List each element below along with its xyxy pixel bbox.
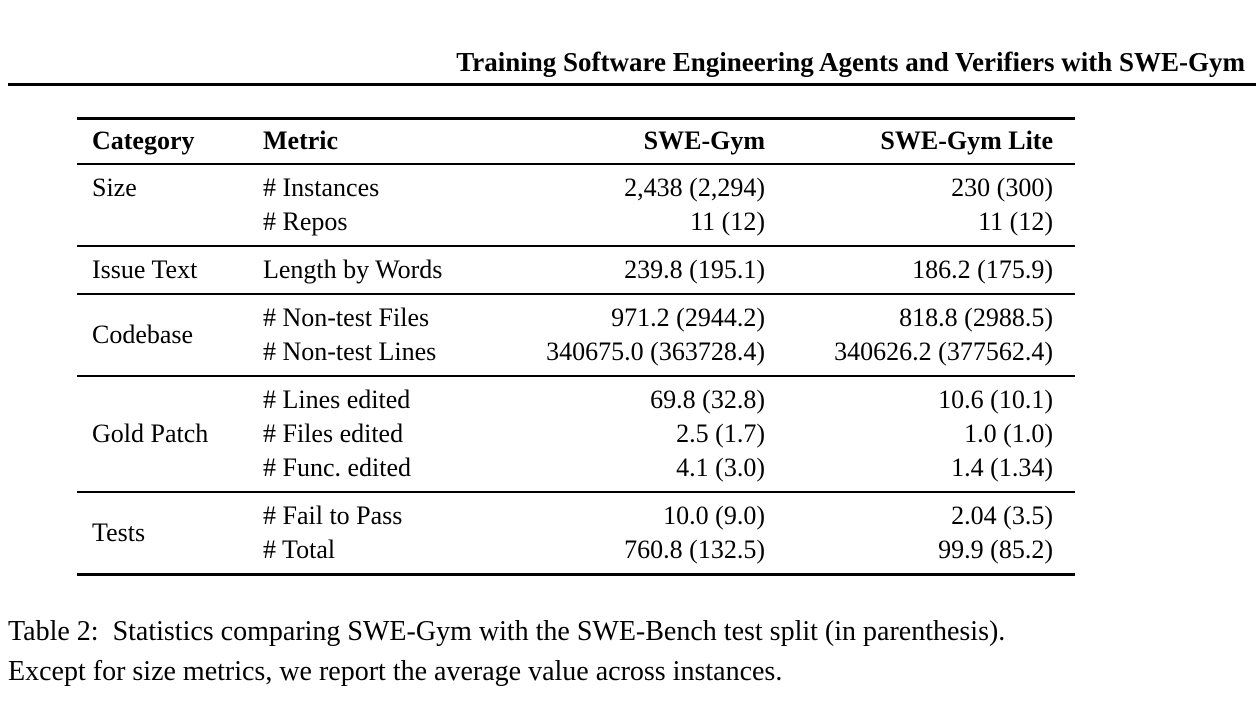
swe-gym-lite-value: 186.2 (175.9) [912,254,1053,284]
swe-gym-lite-value: 99.9 (85.2) [938,534,1053,564]
swe-gym-value: 760.8 (132.5) [624,534,765,564]
swe-gym-value: 2.5 (1.7) [676,418,765,448]
swe-gym-value: 971.2 (2944.2) [611,302,765,332]
metric-cell: # Files edited [263,418,404,448]
column-header-swe-gym-lite: SWE-Gym Lite [880,126,1053,156]
table-header: Category Metric SWE-Gym SWE-Gym Lite [77,119,1075,164]
metric-cell: # Instances [263,172,380,202]
table-row: Codebase # Non-test Files 971.2 (2944.2)… [77,294,1075,349]
category-cell: Size [92,172,137,202]
swe-gym-lite-value: 11 (12) [978,206,1053,236]
section-tests: Tests # Fail to Pass 10.0 (9.0) 2.04 (3.… [77,491,1075,575]
caption-line-2: Except for size metrics, we report the a… [8,656,783,687]
swe-gym-value: 2,438 (2,294) [624,172,765,202]
swe-gym-value: 11 (12) [690,206,765,236]
swe-gym-lite-value: 818.8 (2988.5) [899,302,1053,332]
swe-gym-value: 4.1 (3.0) [676,452,765,482]
swe-gym-lite-value: 1.4 (1.34) [951,452,1053,482]
table-row: # Func. edited 4.1 (3.0) 1.4 (1.34) [77,451,1075,492]
swe-gym-value: 340675.0 (363728.4) [546,336,765,366]
caption-line-1: Table 2: Statistics comparing SWE-Gym wi… [8,616,1006,647]
metric-cell: Length by Words [263,254,443,284]
swe-gym-lite-value: 10.6 (10.1) [938,384,1053,414]
metric-cell: # Non-test Lines [263,336,437,366]
column-header-swe-gym: SWE-Gym [643,126,765,156]
table-caption: Table 2: Statistics comparing SWE-Gym wi… [8,612,1228,692]
metric-cell: # Func. edited [263,452,412,482]
section-codebase: Codebase # Non-test Files 971.2 (2944.2)… [77,293,1075,376]
category-cell: Tests [92,517,146,547]
swe-gym-lite-value: 230 (300) [951,172,1053,202]
metric-cell: # Total [263,534,336,564]
swe-gym-value: 69.8 (32.8) [650,384,765,414]
swe-gym-value: 239.8 (195.1) [624,254,765,284]
table-row: Size # Instances 2,438 (2,294) 230 (300) [77,164,1075,205]
swe-gym-lite-value: 1.0 (1.0) [964,418,1053,448]
swe-gym-lite-value: 2.04 (3.5) [951,500,1053,530]
category-cell: Issue Text [92,254,198,284]
table-row: # Non-test Lines 340675.0 (363728.4) 340… [77,335,1075,376]
table-row: # Repos 11 (12) 11 (12) [77,205,1075,246]
swe-gym-lite-value: 340626.2 (377562.4) [834,336,1053,366]
table-row: Tests # Fail to Pass 10.0 (9.0) 2.04 (3.… [77,492,1075,547]
metric-cell: # Repos [263,206,348,236]
running-header: Training Software Engineering Agents and… [456,47,1245,77]
table-row: # Files edited 2.5 (1.7) 1.0 (1.0) [77,417,1075,451]
statistics-table: Category Metric SWE-Gym SWE-Gym Lite Siz… [77,117,1075,576]
column-header-category: Category [92,126,195,156]
metric-cell: # Non-test Files [263,302,430,332]
category-cell: Codebase [92,319,194,349]
metric-cell: # Fail to Pass [263,500,403,530]
table-row: Gold Patch # Lines edited 69.8 (32.8) 10… [77,376,1075,448]
column-header-metric: Metric [263,126,339,156]
section-issue-text: Issue Text Length by Words 239.8 (195.1)… [77,245,1075,294]
category-cell: Gold Patch [92,418,209,448]
metric-cell: # Lines edited [263,384,411,414]
table-row: # Total 760.8 (132.5) 99.9 (85.2) [77,533,1075,575]
header-rule [8,83,1256,86]
table-row: Issue Text Length by Words 239.8 (195.1)… [77,246,1075,294]
swe-gym-value: 10.0 (9.0) [663,500,765,530]
header-row: Category Metric SWE-Gym SWE-Gym Lite [77,119,1075,164]
statistics-table-container: Category Metric SWE-Gym SWE-Gym Lite Siz… [77,117,1075,576]
section-size: Size # Instances 2,438 (2,294) 230 (300)… [77,164,1075,246]
section-gold-patch: Gold Patch # Lines edited 69.8 (32.8) 10… [77,375,1075,492]
